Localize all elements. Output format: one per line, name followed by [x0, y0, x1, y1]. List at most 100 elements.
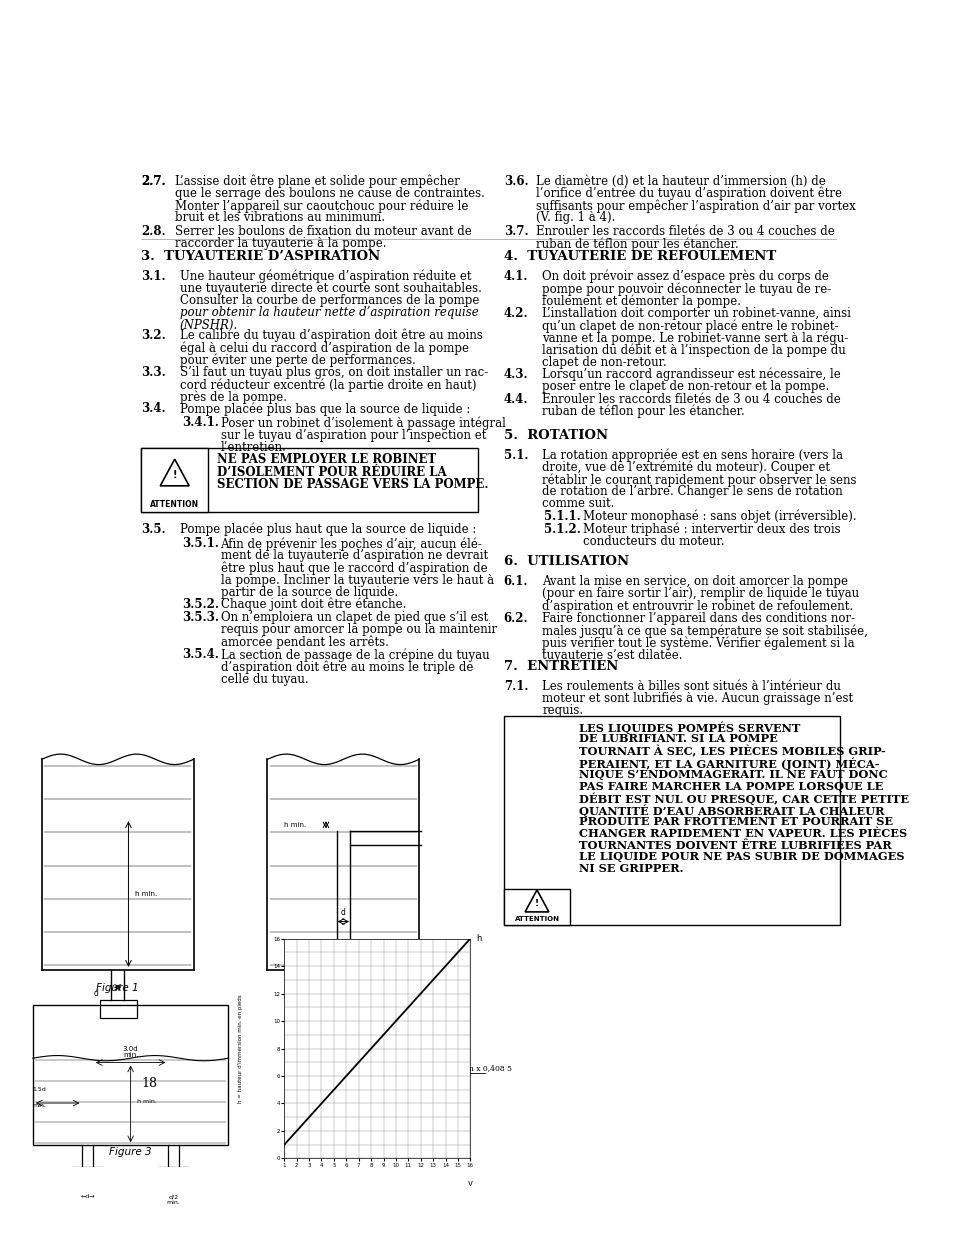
Text: 1.5d: 1.5d	[32, 1087, 47, 1092]
Text: Figure 3: Figure 3	[110, 1147, 152, 1157]
Text: Les roulements à billes sont situés à l’intérieur du: Les roulements à billes sont situés à l’…	[541, 679, 841, 693]
Text: rétablir le courant rapidement pour observer le sens: rétablir le courant rapidement pour obse…	[541, 473, 856, 487]
Text: Le diamètre (d) et la hauteur d’immersion (h) de: Le diamètre (d) et la hauteur d’immersio…	[535, 175, 824, 188]
Bar	[100, 1000, 137, 1018]
Text: La section de passage de la crépine du tuyau: La section de passage de la crépine du t…	[220, 648, 489, 662]
Text: pour éviter une perte de performances.: pour éviter une perte de performances.	[180, 353, 416, 367]
Text: NIQUE S’ENDOMMAGERAIT. IL NE FAUT DONC: NIQUE S’ENDOMMAGERAIT. IL NE FAUT DONC	[578, 769, 887, 779]
Text: 5.1.: 5.1.	[503, 448, 528, 462]
Text: bruit et les vibrations au minimum.: bruit et les vibrations au minimum.	[174, 211, 384, 225]
Text: sur le tuyau d’aspiration pour l’inspection et: sur le tuyau d’aspiration pour l’inspect…	[220, 429, 485, 442]
Text: qu’un clapet de non-retour placé entre le robinet-: qu’un clapet de non-retour placé entre l…	[541, 319, 838, 332]
Text: min.: min.	[123, 1052, 138, 1058]
Text: près de la pompe.: près de la pompe.	[180, 390, 287, 404]
Text: On n’emploiera un clapet de pied que s’il est: On n’emploiera un clapet de pied que s’i…	[220, 611, 487, 625]
Text: TOURNAIT À SEC, LES PIÈCES MOBILES GRIP-: TOURNAIT À SEC, LES PIÈCES MOBILES GRIP-	[578, 745, 885, 757]
Text: !: !	[535, 899, 538, 908]
Text: la pompe. Incliner la tuyauterie vers le haut à: la pompe. Incliner la tuyauterie vers le…	[220, 573, 493, 587]
Text: S’il faut un tuyau plus gros, on doit installer un rac-: S’il faut un tuyau plus gros, on doit in…	[180, 366, 488, 379]
Text: 5.  ROTATION: 5. ROTATION	[503, 429, 607, 442]
Text: 2.7.: 2.7.	[141, 175, 166, 188]
Text: 3.5.2.: 3.5.2.	[182, 598, 219, 611]
Text: égal à celui du raccord d’aspiration de la pompe: égal à celui du raccord d’aspiration de …	[180, 341, 468, 354]
Text: On doit prévoir assez d’espace près du corps de: On doit prévoir assez d’espace près du c…	[541, 270, 828, 283]
Text: 3.4.1.: 3.4.1.	[182, 416, 219, 430]
Text: partir de la source de liquide.: partir de la source de liquide.	[220, 585, 397, 599]
Text: 7.1.: 7.1.	[503, 679, 528, 693]
Text: Enrouler les raccords filetés de 3 ou 4 couches de: Enrouler les raccords filetés de 3 ou 4 …	[541, 393, 840, 405]
Text: vanne et la pompe. Le robinet-vanne sert à la régu-: vanne et la pompe. Le robinet-vanne sert…	[541, 331, 847, 345]
Text: d’aspiration et entrouvrir le robinet de refoulement.: d’aspiration et entrouvrir le robinet de…	[541, 599, 852, 613]
Text: LES LIQUIDES POMPÉS SERVENT: LES LIQUIDES POMPÉS SERVENT	[578, 721, 800, 735]
Text: 5.1.1.: 5.1.1.	[544, 510, 580, 522]
Text: Moteur monophasé : sans objet (irréversible).: Moteur monophasé : sans objet (irréversi…	[582, 510, 856, 524]
FancyBboxPatch shape	[503, 889, 570, 925]
Text: Figure 1: Figure 1	[96, 983, 139, 993]
Text: ment de la tuyauterie d’aspiration ne devrait: ment de la tuyauterie d’aspiration ne de…	[220, 550, 487, 562]
Text: (NPSHR).: (NPSHR).	[180, 319, 238, 332]
Text: requis.: requis.	[541, 704, 582, 718]
Text: L’assise doit être plane et solide pour empêcher: L’assise doit être plane et solide pour …	[174, 175, 459, 188]
Text: 18: 18	[141, 1077, 157, 1089]
Text: 4.3.: 4.3.	[503, 368, 528, 380]
Text: cord réducteur excentré (la partie droite en haut): cord réducteur excentré (la partie droit…	[180, 378, 476, 391]
Text: Consulter la courbe de performances de la pompe: Consulter la courbe de performances de l…	[180, 294, 478, 308]
Text: males jusqu’à ce que sa température se soit stabilisée,: males jusqu’à ce que sa température se s…	[541, 625, 867, 638]
Text: La rotation appropriée est en sens horaire (vers la: La rotation appropriée est en sens horai…	[541, 448, 842, 462]
Text: Moteur triphasé : intervertir deux des trois: Moteur triphasé : intervertir deux des t…	[582, 522, 840, 536]
Text: Avant la mise en service, on doit amorcer la pompe: Avant la mise en service, on doit amorce…	[541, 576, 847, 588]
Text: Pompe placée plus bas que la source de liquide :: Pompe placée plus bas que la source de l…	[180, 403, 470, 416]
Text: ATTENTION: ATTENTION	[514, 916, 558, 923]
Text: h min.: h min.	[134, 890, 157, 897]
Text: une tuyauterie directe et courte sont souhaitables.: une tuyauterie directe et courte sont so…	[180, 282, 481, 295]
Text: ATTENTION: ATTENTION	[150, 500, 199, 509]
Text: section de passage: section de passage	[359, 1077, 426, 1084]
Bar	[33, 1005, 228, 1145]
Text: poser entre le clapet de non-retour et la pompe.: poser entre le clapet de non-retour et l…	[541, 380, 828, 393]
Text: PERAIENT, ET LA GARNITURE (JOINT) MÉCA-: PERAIENT, ET LA GARNITURE (JOINT) MÉCA-	[578, 757, 879, 769]
Text: 3.6.: 3.6.	[503, 175, 528, 188]
FancyBboxPatch shape	[141, 448, 477, 513]
Text: 6.1.: 6.1.	[503, 576, 528, 588]
Text: h = hauteur d'immersion min. en pieds: h = hauteur d'immersion min. en pieds	[238, 994, 243, 1103]
Text: !: !	[172, 471, 176, 480]
Text: 4.1.: 4.1.	[503, 270, 528, 283]
Text: raccorder la tuyauterie à la pompe.: raccorder la tuyauterie à la pompe.	[174, 237, 386, 251]
Text: 3.1.: 3.1.	[141, 270, 166, 283]
Text: d’aspiration doit être au moins le triple de: d’aspiration doit être au moins le tripl…	[220, 661, 473, 674]
Text: l’orifice d’entrée du tuyau d’aspiration doivent être: l’orifice d’entrée du tuyau d’aspiration…	[535, 186, 841, 200]
Text: 3.  TUYAUTERIE D’ASPIRATION: 3. TUYAUTERIE D’ASPIRATION	[141, 249, 380, 263]
Text: moteur et sont lubrifiés à vie. Aucun graissage n’est: moteur et sont lubrifiés à vie. Aucun gr…	[541, 692, 852, 705]
Text: d: d	[340, 908, 345, 918]
Text: L’installation doit comporter un robinet-vanne, ainsi: L’installation doit comporter un robinet…	[541, 308, 850, 320]
Text: l’entretien.: l’entretien.	[220, 441, 286, 453]
Text: Le calibre du tuyau d’aspiration doit être au moins: Le calibre du tuyau d’aspiration doit êt…	[180, 329, 482, 342]
Text: Enrouler les raccords filetés de 3 ou 4 couches de: Enrouler les raccords filetés de 3 ou 4 …	[535, 225, 833, 238]
Text: 2.7.: 2.7.	[141, 175, 166, 188]
Text: d²: d²	[451, 1077, 458, 1084]
Text: 7.  ENTRETIEN: 7. ENTRETIEN	[503, 659, 618, 673]
Text: TOURNANTES DOIVENT ÊTRE LUBRIFIÉES PAR: TOURNANTES DOIVENT ÊTRE LUBRIFIÉES PAR	[578, 840, 891, 851]
Text: D’ISOLEMENT POUR RÉDUIRE LA: D’ISOLEMENT POUR RÉDUIRE LA	[216, 466, 446, 479]
Text: foulement et démonter la pompe.: foulement et démonter la pompe.	[541, 294, 740, 308]
Text: 2.8.: 2.8.	[141, 225, 166, 238]
Text: (V. fig. 1 à 4).: (V. fig. 1 à 4).	[535, 211, 615, 225]
Text: 4.4.: 4.4.	[503, 393, 528, 405]
Text: que le serrage des boulons ne cause de contraintes.: que le serrage des boulons ne cause de c…	[174, 186, 484, 200]
Text: Serrer les boulons de fixation du moteur avant de: Serrer les boulons de fixation du moteur…	[174, 225, 471, 238]
Text: 3.5.1.: 3.5.1.	[182, 537, 219, 550]
Text: v = vitesse en pieds par seconde: v = vitesse en pieds par seconde	[342, 1052, 468, 1060]
Text: Monter l’appareil sur caoutchouc pour réduire le: Monter l’appareil sur caoutchouc pour ré…	[174, 199, 468, 212]
Text: SECTION DE PASSAGE VERS LA POMPE.: SECTION DE PASSAGE VERS LA POMPE.	[216, 478, 488, 490]
Text: pour obtenir la hauteur nette d’aspiration requise: pour obtenir la hauteur nette d’aspirati…	[180, 306, 478, 320]
Text: 3.0d: 3.0d	[123, 1046, 138, 1051]
Text: 4.  TUYAUTERIE DE REFOULEMENT: 4. TUYAUTERIE DE REFOULEMENT	[503, 249, 775, 263]
Text: 3.3.: 3.3.	[141, 366, 166, 379]
Text: Figure 4: Figure 4	[370, 1089, 415, 1099]
Text: NI SE GRIPPER.: NI SE GRIPPER.	[578, 863, 683, 874]
Text: Une hauteur géométrique d’aspiration réduite et: Une hauteur géométrique d’aspiration réd…	[180, 270, 471, 283]
Text: droite, vue de l’extrémité du moteur). Couper et: droite, vue de l’extrémité du moteur). C…	[541, 461, 829, 474]
Text: 3.4.: 3.4.	[141, 403, 166, 415]
FancyBboxPatch shape	[503, 716, 840, 925]
Text: amorcée pendant les arrêts.: amorcée pendant les arrêts.	[220, 636, 388, 650]
